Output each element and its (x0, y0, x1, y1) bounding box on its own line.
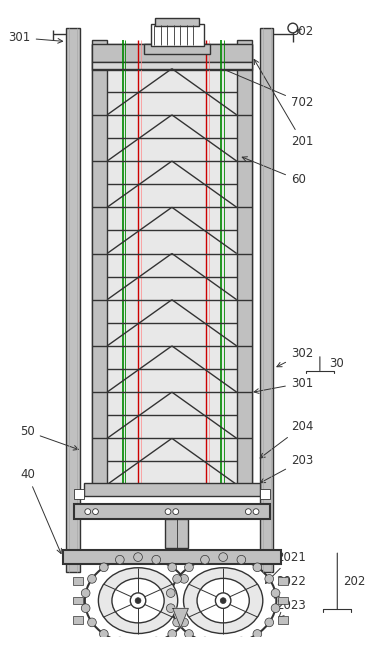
Bar (92, 40, 107, 485)
Circle shape (166, 589, 175, 597)
Bar (92, 45, 252, 62)
Ellipse shape (170, 557, 276, 644)
Ellipse shape (112, 579, 164, 623)
Text: 204: 204 (260, 420, 313, 458)
Circle shape (180, 575, 188, 583)
Bar (74, 489, 84, 499)
Bar (74, 504, 270, 520)
Bar (165, 520, 188, 548)
Circle shape (180, 618, 188, 627)
Circle shape (265, 618, 273, 627)
Circle shape (237, 637, 246, 646)
Circle shape (99, 630, 108, 638)
Polygon shape (173, 608, 188, 628)
Circle shape (220, 597, 226, 603)
Bar (155, 18, 199, 26)
Circle shape (253, 563, 262, 572)
Text: 2021: 2021 (266, 551, 306, 583)
Bar (278, 577, 288, 585)
Circle shape (173, 618, 181, 627)
Circle shape (173, 509, 178, 515)
Text: 301: 301 (8, 31, 63, 44)
Bar (278, 597, 288, 605)
Circle shape (271, 604, 280, 612)
Circle shape (88, 575, 96, 583)
Circle shape (116, 637, 124, 646)
Bar (67, 28, 80, 572)
Circle shape (166, 604, 175, 612)
Text: 40: 40 (20, 469, 61, 553)
Text: 2023: 2023 (276, 599, 306, 618)
Bar (73, 577, 83, 585)
Circle shape (130, 593, 146, 608)
Circle shape (186, 589, 195, 597)
Text: 60: 60 (242, 157, 306, 187)
Circle shape (93, 509, 98, 515)
Circle shape (185, 563, 193, 572)
Circle shape (81, 589, 90, 597)
Bar (151, 24, 204, 47)
Circle shape (88, 618, 96, 627)
Ellipse shape (98, 568, 178, 634)
Ellipse shape (85, 557, 191, 644)
Circle shape (271, 589, 280, 597)
Circle shape (99, 563, 108, 572)
Text: 202: 202 (343, 575, 365, 588)
Circle shape (173, 575, 181, 583)
Bar (144, 45, 210, 54)
Text: 301: 301 (254, 376, 313, 393)
Text: 302: 302 (291, 25, 313, 38)
Circle shape (219, 553, 227, 561)
Text: 50: 50 (20, 425, 78, 450)
Text: 30: 30 (330, 357, 344, 370)
Circle shape (152, 555, 160, 564)
Circle shape (152, 637, 160, 646)
Ellipse shape (184, 568, 263, 634)
Bar (260, 489, 270, 499)
Circle shape (165, 509, 171, 515)
Bar (84, 483, 260, 496)
Text: 702: 702 (207, 62, 313, 109)
Circle shape (245, 509, 251, 515)
Text: 201: 201 (254, 60, 313, 148)
Bar (237, 40, 252, 485)
Circle shape (253, 509, 259, 515)
Circle shape (134, 553, 142, 561)
Ellipse shape (197, 579, 249, 623)
Bar (73, 597, 83, 605)
Circle shape (85, 509, 91, 515)
Circle shape (219, 640, 227, 648)
Circle shape (81, 604, 90, 612)
Circle shape (253, 630, 262, 638)
Text: 2022: 2022 (274, 575, 306, 598)
Bar (63, 550, 281, 564)
Circle shape (215, 593, 231, 608)
Bar (278, 616, 288, 624)
Circle shape (185, 630, 193, 638)
Circle shape (116, 555, 124, 564)
Bar (260, 28, 273, 572)
Circle shape (168, 563, 177, 572)
Circle shape (135, 597, 141, 603)
Text: 302: 302 (277, 347, 313, 367)
Circle shape (134, 640, 142, 648)
Circle shape (237, 555, 246, 564)
Bar (73, 616, 83, 624)
Circle shape (168, 630, 177, 638)
Circle shape (265, 575, 273, 583)
Circle shape (201, 555, 209, 564)
Bar (92, 62, 252, 69)
Circle shape (201, 637, 209, 646)
Circle shape (288, 23, 298, 33)
Bar (92, 45, 252, 485)
Text: 203: 203 (261, 454, 313, 483)
Circle shape (186, 604, 195, 612)
